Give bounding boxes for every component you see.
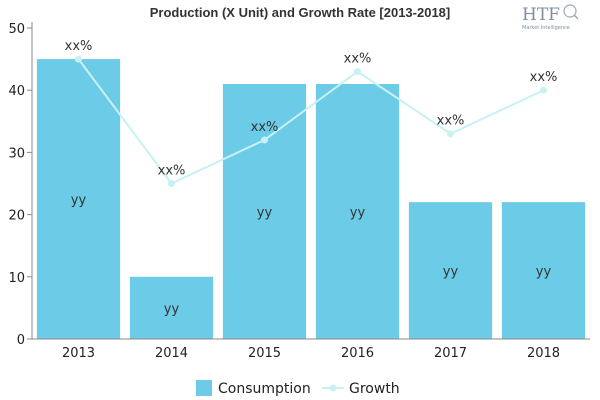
x-axis-ticks: 2013 2014 2015 2016 2017 2018	[62, 346, 560, 361]
y-axis-ticks: 0 10 20 30 40 50	[8, 22, 32, 348]
growth-label-2017: xx%	[437, 114, 465, 129]
line-series	[75, 55, 547, 187]
bar-label-2015: yy	[257, 205, 273, 220]
bar-label-2013: yy	[71, 193, 87, 208]
legend-label-growth: Growth	[349, 381, 400, 397]
growth-point-2016	[354, 68, 361, 76]
axes	[31, 22, 590, 340]
growth-label-2018: xx%	[530, 70, 558, 85]
x-tick-label: 2015	[248, 346, 281, 361]
bar-data-labels: yy yy yy yy yy yy	[71, 193, 552, 317]
bar-label-2014: yy	[164, 302, 180, 317]
y-tick-label: 0	[17, 333, 25, 348]
y-tick-label: 40	[8, 84, 25, 99]
bar-2018	[501, 202, 586, 339]
legend-marker-growth	[329, 384, 337, 392]
x-tick-label: 2017	[434, 346, 467, 361]
bar-label-2016: yy	[350, 205, 366, 220]
growth-label-2013: xx%	[65, 39, 93, 54]
growth-point-2017	[447, 130, 454, 138]
growth-label-2014: xx%	[158, 164, 186, 179]
bar-label-2018: yy	[536, 265, 552, 280]
growth-label-2016: xx%	[344, 52, 372, 67]
bar-2014	[129, 276, 214, 339]
x-tick-label: 2016	[341, 346, 374, 361]
x-tick-label: 2014	[155, 346, 188, 361]
bar-2017	[408, 202, 493, 339]
chart-title: Production (X Unit) and Growth Rate [201…	[150, 5, 451, 20]
x-tick-label: 2018	[527, 346, 560, 361]
legend-label-consumption: Consumption	[218, 381, 311, 397]
bar-2016	[315, 83, 400, 339]
growth-point-2014	[168, 180, 175, 187]
y-tick-label: 30	[8, 146, 25, 161]
y-tick-label: 10	[8, 271, 25, 286]
growth-point-2015	[261, 136, 268, 144]
growth-line	[77, 58, 544, 185]
y-tick-label: 20	[8, 209, 25, 224]
legend-swatch-consumption	[196, 380, 212, 396]
legend: Consumption Growth	[196, 380, 400, 397]
growth-label-2015: xx%	[251, 120, 279, 135]
bar-label-2017: yy	[443, 265, 459, 280]
svg-text:Market Intelligence: Market Intelligence	[522, 25, 570, 31]
line-data-labels: xx% xx% xx% xx% xx% xx%	[65, 39, 558, 178]
growth-point-2018	[540, 86, 547, 94]
svg-text:HTF: HTF	[522, 5, 560, 25]
bar-series	[36, 59, 586, 339]
bar-2013	[36, 59, 121, 339]
x-tick-label: 2013	[62, 346, 95, 361]
watermark-logo: HTF Market Intelligence	[522, 4, 579, 31]
bar-2015	[222, 83, 307, 339]
growth-point-2013	[75, 55, 82, 63]
y-tick-label: 50	[8, 22, 25, 37]
